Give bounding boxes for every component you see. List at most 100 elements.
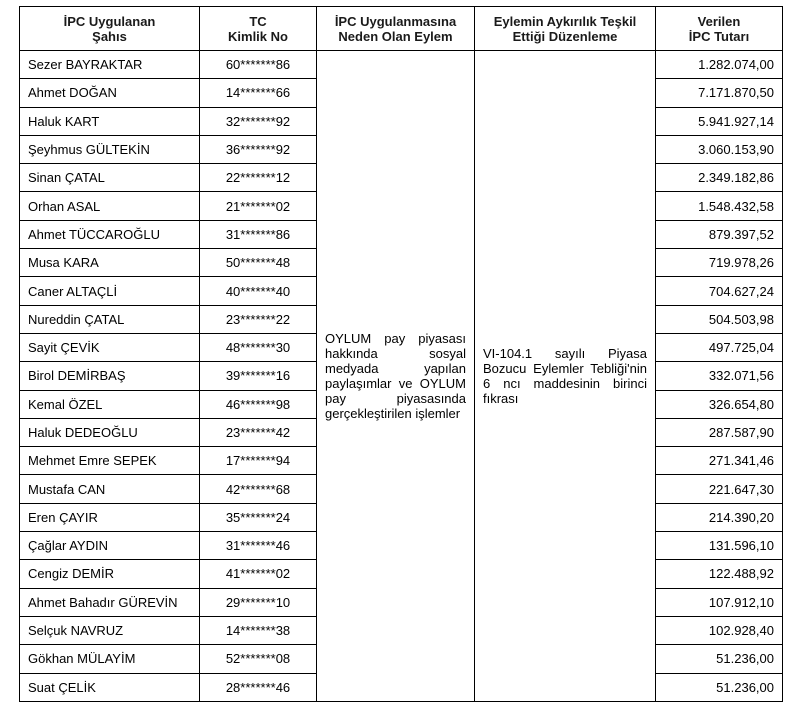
- header-row: İPC Uygulanan Şahıs TC Kimlik No İPC Uygulan…: [19, 6, 783, 51]
- table-row: Musa KARA 50*******48 719.978,26: [19, 248, 783, 278]
- header-text: Verilen: [697, 13, 741, 29]
- penalty-amount: 51.236,00: [655, 644, 783, 674]
- penalty-amount: 131.596,10: [655, 531, 783, 561]
- header-cell: İPC Uygulanan Şahıs: [19, 6, 200, 51]
- tc-number: 23*******22: [199, 304, 317, 334]
- tc-number: 35*******24: [199, 502, 317, 533]
- penalty-amount: 1.282.074,00: [655, 49, 783, 80]
- person-name: Eren ÇAYIR: [19, 502, 200, 533]
- penalty-amount: 504.503,98: [655, 304, 783, 334]
- table-row: Mustafa CAN 42*******68 221.647,30: [19, 474, 783, 504]
- table-row: Ahmet TÜCCAROĞLU 31*******86 879.397,52: [19, 219, 783, 250]
- table-row: Orhan ASAL 21*******02 1.548.432,58: [19, 191, 783, 221]
- person-name: Birol DEMİRBAŞ: [19, 361, 200, 391]
- header-cell: Verilen İPC Tutarı: [655, 6, 783, 51]
- table-row: Birol DEMİRBAŞ 39*******16 332.071,56: [19, 361, 783, 391]
- person-name: Çağlar AYDIN: [19, 531, 200, 561]
- action-cell: OYLUM pay piyasası hakkında sosyal medya…: [316, 50, 475, 702]
- table-row: Çağlar AYDIN 31*******46 131.596,10: [19, 531, 783, 561]
- penalty-amount: 326.654,80: [655, 389, 783, 419]
- table-row: Nureddin ÇATAL 23*******22 504.503,98: [19, 304, 783, 334]
- header-text: İPC Uygulanan: [63, 13, 156, 29]
- penalty-amount: 704.627,24: [655, 276, 783, 306]
- tc-number: 42*******68: [199, 474, 317, 504]
- penalty-amount: 1.548.432,58: [655, 191, 783, 221]
- penalty-amount: 102.928,40: [655, 615, 783, 646]
- regulation-cell: VI-104.1 sayılı Piyasa Bozucu Eylemler T…: [474, 50, 656, 702]
- person-name: Haluk DEDEOĞLU: [19, 417, 200, 448]
- person-name: Gökhan MÜLAYİM: [19, 644, 200, 674]
- header-text: Şahıs: [92, 28, 127, 44]
- person-name: Ahmet DOĞAN: [19, 78, 200, 108]
- header-cell: Eylemin Aykırılık Teşkil Ettiği Düzenleme: [474, 6, 656, 51]
- person-name: Cengiz DEMİR: [19, 559, 200, 589]
- table-body: Sezer BAYRAKTAR 60*******86 OYLUM pay piya…: [19, 49, 783, 702]
- tc-number: 32*******92: [199, 106, 317, 136]
- table-row: Cengiz DEMİR 41*******02 122.488,92: [19, 559, 783, 589]
- penalty-amount: 214.390,20: [655, 502, 783, 533]
- tc-number: 40*******40: [199, 276, 317, 306]
- person-name: Mustafa CAN: [19, 474, 200, 504]
- table-row: Gökhan MÜLAYİM 52*******08 51.236,00: [19, 644, 783, 674]
- person-name: Nureddin ÇATAL: [19, 304, 200, 334]
- penalty-amount: 122.488,92: [655, 559, 783, 589]
- header-text: TC: [249, 13, 267, 29]
- person-name: Kemal ÖZEL: [19, 389, 200, 419]
- penalty-amount: 271.341,46: [655, 446, 783, 476]
- tc-number: 52*******08: [199, 644, 317, 674]
- tc-number: 39*******16: [199, 361, 317, 391]
- person-name: Ahmet TÜCCAROĞLU: [19, 219, 200, 250]
- table-row: Ahmet Bahadır GÜREVİN 29*******10 107.912,…: [19, 587, 783, 617]
- table-row: Haluk KART 32*******92 5.941.927,14: [19, 106, 783, 136]
- header-text: Eylemin Aykırılık Teşkil: [493, 13, 637, 29]
- person-name: Haluk KART: [19, 106, 200, 136]
- penalty-amount: 221.647,30: [655, 474, 783, 504]
- penalty-amount: 287.587,90: [655, 417, 783, 448]
- person-name: Caner ALTAÇLİ: [19, 276, 200, 306]
- penalty-amount: 51.236,00: [655, 672, 783, 702]
- tc-number: 41*******02: [199, 559, 317, 589]
- table-row: Suat ÇELİK 28*******46 51.236,00: [19, 672, 783, 702]
- tc-number: 14*******66: [199, 78, 317, 108]
- tc-number: 48*******30: [199, 332, 317, 363]
- table-row: Selçuk NAVRUZ 14*******38 102.928,40: [19, 615, 783, 646]
- table-row: Şeyhmus GÜLTEKİN 36*******92 3.060.153,90: [19, 134, 783, 165]
- header-text: Ettiği Düzenleme: [512, 28, 618, 44]
- person-name: Ahmet Bahadır GÜREVİN: [19, 587, 200, 617]
- table-row: Sayit ÇEVİK 48*******30 497.725,04: [19, 332, 783, 363]
- tc-number: 21*******02: [199, 191, 317, 221]
- penalty-amount: 107.912,10: [655, 587, 783, 617]
- penalty-amount: 879.397,52: [655, 219, 783, 250]
- person-name: Şeyhmus GÜLTEKİN: [19, 134, 200, 165]
- person-name: Suat ÇELİK: [19, 672, 200, 702]
- table-row: Sinan ÇATAL 22*******12 2.349.182,86: [19, 163, 783, 193]
- table-row: Sezer BAYRAKTAR 60*******86 OYLUM pay piya…: [19, 49, 783, 702]
- person-name: Musa KARA: [19, 248, 200, 278]
- tc-number: 17*******94: [199, 446, 317, 476]
- tc-number: 60*******86: [199, 49, 317, 80]
- tc-number: 46*******98: [199, 389, 317, 419]
- penalty-amount: 7.171.870,50: [655, 78, 783, 108]
- tc-number: 29*******10: [199, 587, 317, 617]
- tc-number: 23*******42: [199, 417, 317, 448]
- tc-number: 31*******86: [199, 219, 317, 250]
- person-name: Sayit ÇEVİK: [19, 332, 200, 363]
- tc-number: 36*******92: [199, 134, 317, 165]
- penalty-amount: 719.978,26: [655, 248, 783, 278]
- person-name: Orhan ASAL: [19, 191, 200, 221]
- penalty-amount: 3.060.153,90: [655, 134, 783, 165]
- header-text: Neden Olan Eylem: [338, 28, 453, 44]
- penalty-amount: 332.071,56: [655, 361, 783, 391]
- header-text: Kimlik No: [228, 28, 288, 44]
- tc-number: 50*******48: [199, 248, 317, 278]
- header-text: İPC Uygulanmasına: [334, 13, 457, 29]
- header-text: İPC Tutarı: [688, 28, 750, 44]
- table-row: Ahmet DOĞAN 14*******66 7.171.870,50: [19, 78, 783, 108]
- person-name: Mehmet Emre SEPEK: [19, 446, 200, 476]
- tc-number: 31*******46: [199, 531, 317, 561]
- penalty-amount: 5.941.927,14: [655, 106, 783, 136]
- person-name: Sinan ÇATAL: [19, 163, 200, 193]
- penalty-amount: 497.725,04: [655, 332, 783, 363]
- tc-number: 22*******12: [199, 163, 317, 193]
